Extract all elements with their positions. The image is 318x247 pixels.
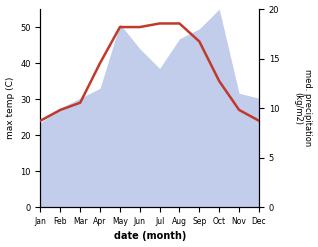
Y-axis label: max temp (C): max temp (C) bbox=[5, 77, 15, 139]
Y-axis label: med. precipitation
(kg/m2): med. precipitation (kg/m2) bbox=[293, 69, 313, 147]
X-axis label: date (month): date (month) bbox=[114, 231, 186, 242]
